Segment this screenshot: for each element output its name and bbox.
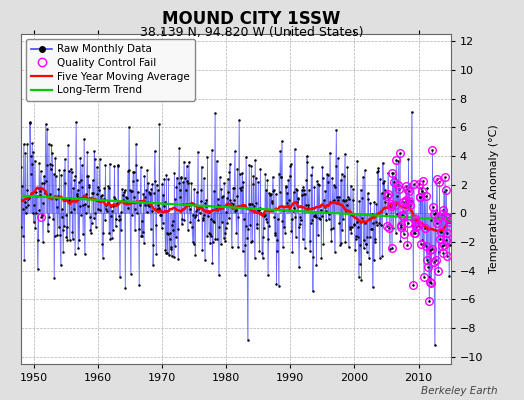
- Y-axis label: Temperature Anomaly (°C): Temperature Anomaly (°C): [488, 125, 499, 273]
- Text: Berkeley Earth: Berkeley Earth: [421, 386, 498, 396]
- Text: 38.139 N, 94.820 W (United States): 38.139 N, 94.820 W (United States): [140, 26, 363, 39]
- Text: MOUND CITY 1SSW: MOUND CITY 1SSW: [162, 10, 341, 28]
- Legend: Raw Monthly Data, Quality Control Fail, Five Year Moving Average, Long-Term Tren: Raw Monthly Data, Quality Control Fail, …: [26, 39, 195, 100]
